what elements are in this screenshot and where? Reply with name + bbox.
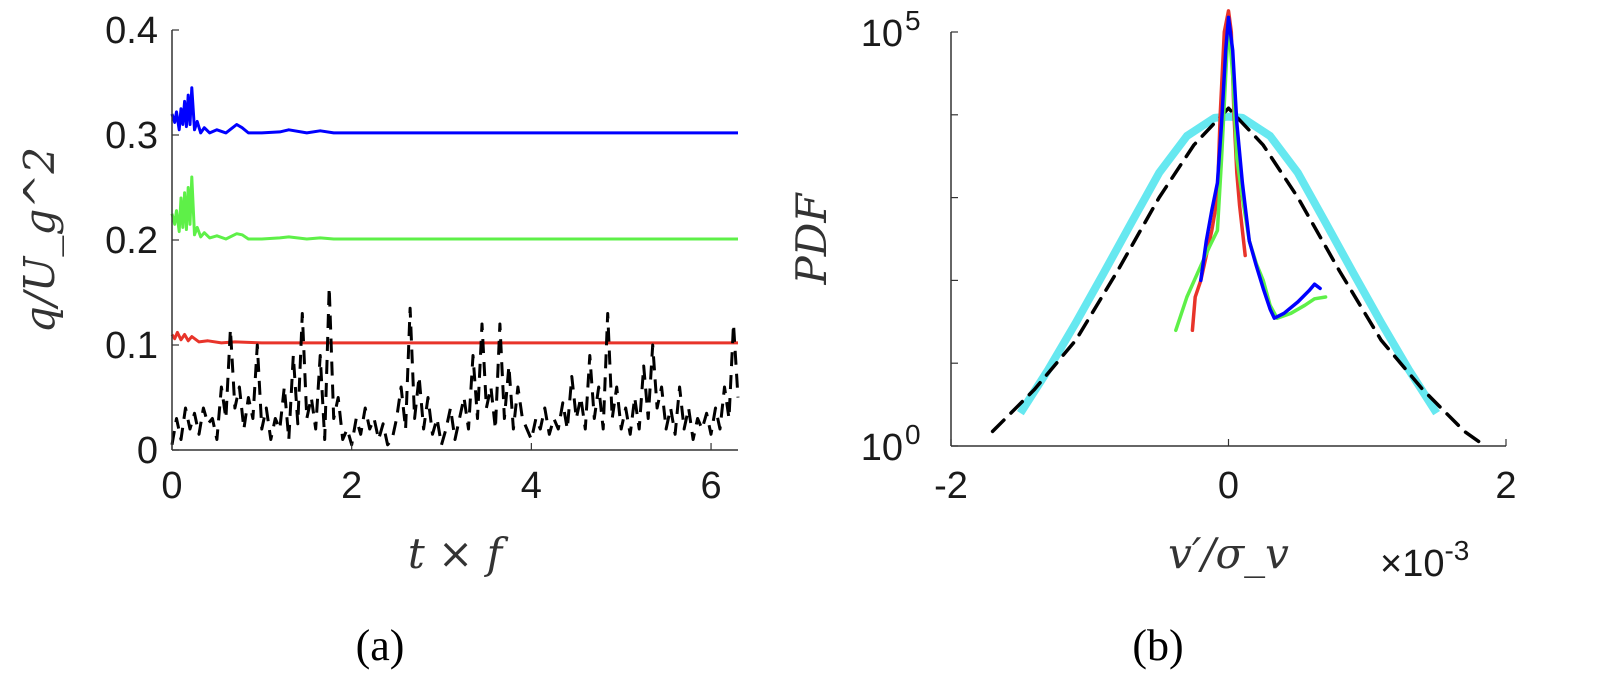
panel-b-caption: (b): [1132, 621, 1183, 670]
panel-b-axes: [950, 31, 1507, 447]
panel-b-y-tick-exponent: 5: [905, 5, 921, 36]
panel-a-x-tick-label: 0: [161, 465, 182, 507]
panel-b-x-axis-label: v′/σ_v: [1168, 529, 1289, 578]
panel-a-series-line-2: [170, 330, 738, 345]
panel-a-series-line-3: [170, 285, 740, 447]
panel-b-series-line-0: [1017, 112, 1440, 416]
panel-a-y-tick-label: 0.2: [105, 220, 158, 262]
panel-a-x-tick-label: 2: [341, 465, 362, 507]
panel-a-x-tick-label: 4: [521, 465, 542, 507]
panel-a-series-group: [170, 86, 740, 447]
panel-a-x-axis-label: t × f: [408, 529, 509, 578]
panel-b-chart: 10 010 5-2 0 2 v′/σ_v PDF ×10-3 (b): [787, 5, 1517, 670]
panel-a-y-tick-label: 0.3: [105, 115, 158, 157]
panel-b-series-line-4: [1199, 15, 1322, 320]
panel-a-y-tick-label: 0: [137, 430, 158, 472]
panel-b-series-group: [990, 9, 1487, 448]
panel-a-x-tick-label: 6: [700, 465, 721, 507]
panel-b-series-line-3: [1174, 20, 1328, 333]
panel-b-tick-labels: 10 010 5-2 0 2: [861, 5, 1517, 507]
panel-a-series-line-0: [170, 86, 738, 135]
panel-a-series-line-1: [170, 175, 738, 241]
panel-a-tick-labels: 0 0.1 0.2 0.3 0.4 0 2 4 6: [105, 10, 721, 507]
panel-a-axes: [171, 29, 738, 451]
panel-b-x-tick-label: 0: [1218, 465, 1239, 507]
panel-b-x-multiplier: ×10-3: [1380, 535, 1469, 585]
panel-b-y-tick-label: 10: [861, 13, 903, 55]
panel-b-x-tick-label: -2: [934, 465, 968, 507]
panel-b-series-line-1: [990, 106, 1487, 448]
panel-a-y-tick-label: 0.4: [105, 10, 158, 52]
panel-a-y-tick-label: 0.1: [105, 325, 158, 367]
panel-a-chart: 0 0.1 0.2 0.3 0.4 0 2 4 6 t × f q/U_g^2 (a): [15, 10, 740, 670]
panel-a-caption: (a): [356, 621, 405, 670]
panel-b-y-axis-label: PDF: [787, 192, 836, 286]
panel-b-y-tick-exponent: 0: [905, 419, 921, 450]
panel-b-x-tick-label: 2: [1495, 465, 1516, 507]
panel-a-y-axis-label: q/U_g^2: [15, 147, 64, 333]
panel-b-y-tick-label: 10: [861, 427, 903, 469]
